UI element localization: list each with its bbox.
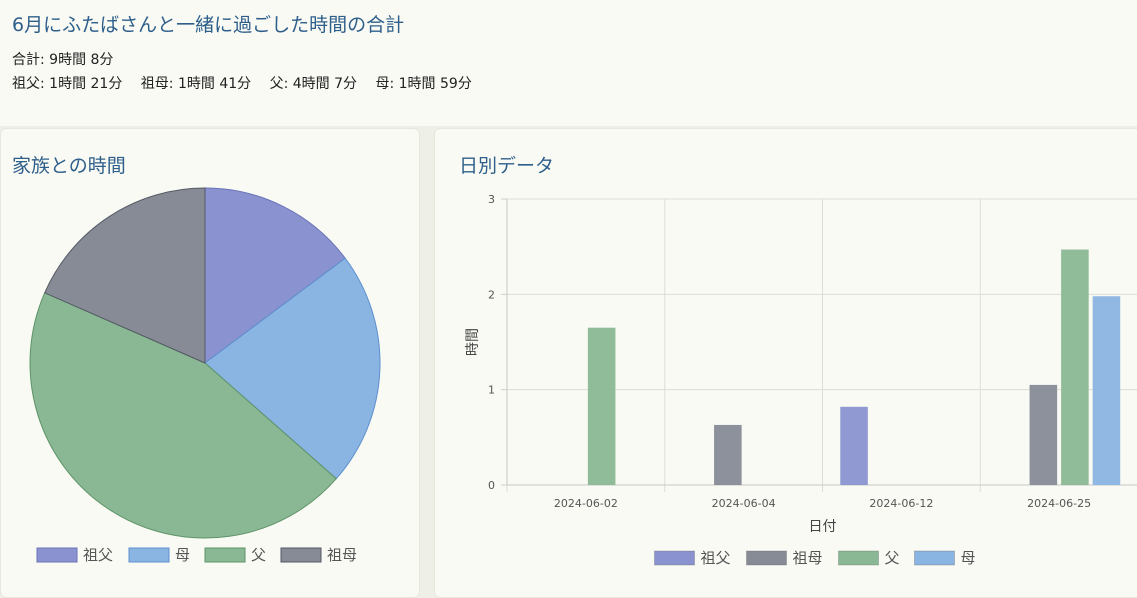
legend-swatch xyxy=(838,550,879,566)
bar-chart-title: 日別データ xyxy=(459,155,555,177)
bar-2024-06-25-父[interactable] xyxy=(1061,249,1089,485)
bar-2024-06-04-祖母[interactable] xyxy=(714,424,742,485)
x-tick-label: 2024-06-25 xyxy=(1027,497,1091,510)
summary-text: 合計: 9時間 8分 祖父: 1時間 21分 祖母: 1時間 41分 父: 4時… xyxy=(12,48,1125,96)
x-tick-label: 2024-06-02 xyxy=(554,497,618,510)
legend-swatch xyxy=(654,550,695,566)
summary-header: 6月にふたばさんと一緒に過ごした時間の合計 合計: 9時間 8分 祖父: 1時間… xyxy=(0,0,1137,126)
bar-2024-06-25-母[interactable] xyxy=(1092,296,1121,485)
legend-swatch xyxy=(36,547,78,563)
y-tick-label: 3 xyxy=(488,193,495,206)
legend-label: 祖母 xyxy=(793,549,823,567)
pie-slice-3[interactable] xyxy=(29,292,338,539)
bar-2024-06-02-父[interactable] xyxy=(587,327,616,485)
pie-chart: 祖父 母 父 祖母 xyxy=(29,187,381,564)
breakdown-mother: 母: 1時間 59分 xyxy=(375,76,472,92)
x-tick-label: 2024-06-12 xyxy=(869,497,933,510)
legend-label: 祖父 xyxy=(83,546,113,564)
legend-swatch xyxy=(128,547,170,563)
legend-swatch xyxy=(280,547,322,563)
legend-label: 祖母 xyxy=(327,546,357,564)
legend-swatch xyxy=(746,550,787,566)
pie-legend-item[interactable]: 祖母 xyxy=(280,546,357,564)
member-breakdown: 祖父: 1時間 21分 祖母: 1時間 41分 父: 4時間 7分 母: 1時間… xyxy=(12,72,1125,96)
legend-label: 祖父 xyxy=(701,549,731,567)
bar-2024-06-12-祖父[interactable] xyxy=(840,406,868,485)
x-axis-title: 日付 xyxy=(809,519,837,535)
pie-slice-2[interactable] xyxy=(204,257,381,480)
legend-label: 母 xyxy=(961,549,976,567)
legend-label: 父 xyxy=(251,546,266,564)
bar-chart: 0 1 2 3 2024-06-02 2024-06-04 2024-06-12 2024-0… xyxy=(465,193,1137,567)
breakdown-grandfather: 祖父: 1時間 21分 xyxy=(12,76,123,92)
y-tick-label: 1 xyxy=(488,384,495,397)
legend-label: 父 xyxy=(885,549,900,567)
page-title: 6月にふたばさんと一緒に過ごした時間の合計 xyxy=(12,14,405,36)
pie-legend-item[interactable]: 祖父 xyxy=(36,546,113,564)
legend-swatch xyxy=(204,547,246,563)
y-tick-label: 0 xyxy=(488,479,495,492)
legend-label: 母 xyxy=(175,546,190,564)
pie-legend-item[interactable]: 父 xyxy=(204,546,266,564)
pie-slice-1[interactable] xyxy=(204,187,346,364)
breakdown-father: 父: 4時間 7分 xyxy=(269,76,358,92)
pie-chart-title: 家族との時間 xyxy=(12,155,126,177)
bar-legend-item[interactable]: 祖母 xyxy=(746,549,823,567)
total-time: 合計: 9時間 8分 xyxy=(12,52,114,68)
bar-legend-item[interactable]: 父 xyxy=(838,549,900,567)
bar-chart-card: 日別データ 0 1 2 3 2024-06-02 2024-06-04 2024-06-12… xyxy=(434,128,1137,598)
breakdown-grandmother: 祖母: 1時間 41分 xyxy=(140,76,252,92)
bar-2024-06-25-祖母[interactable] xyxy=(1029,384,1058,485)
x-tick-label: 2024-06-04 xyxy=(712,497,776,510)
y-tick-label: 2 xyxy=(488,288,495,301)
pie-legend-item[interactable]: 母 xyxy=(128,546,190,564)
y-axis-title: 時間 xyxy=(465,328,481,356)
pie-slice-4[interactable] xyxy=(44,187,206,364)
bar-legend-item[interactable]: 母 xyxy=(914,549,976,567)
legend-swatch xyxy=(914,550,955,566)
pie-chart-card: 家族との時間 祖父 母 父 祖母 xyxy=(0,128,420,598)
bar-legend-item[interactable]: 祖父 xyxy=(654,549,731,567)
